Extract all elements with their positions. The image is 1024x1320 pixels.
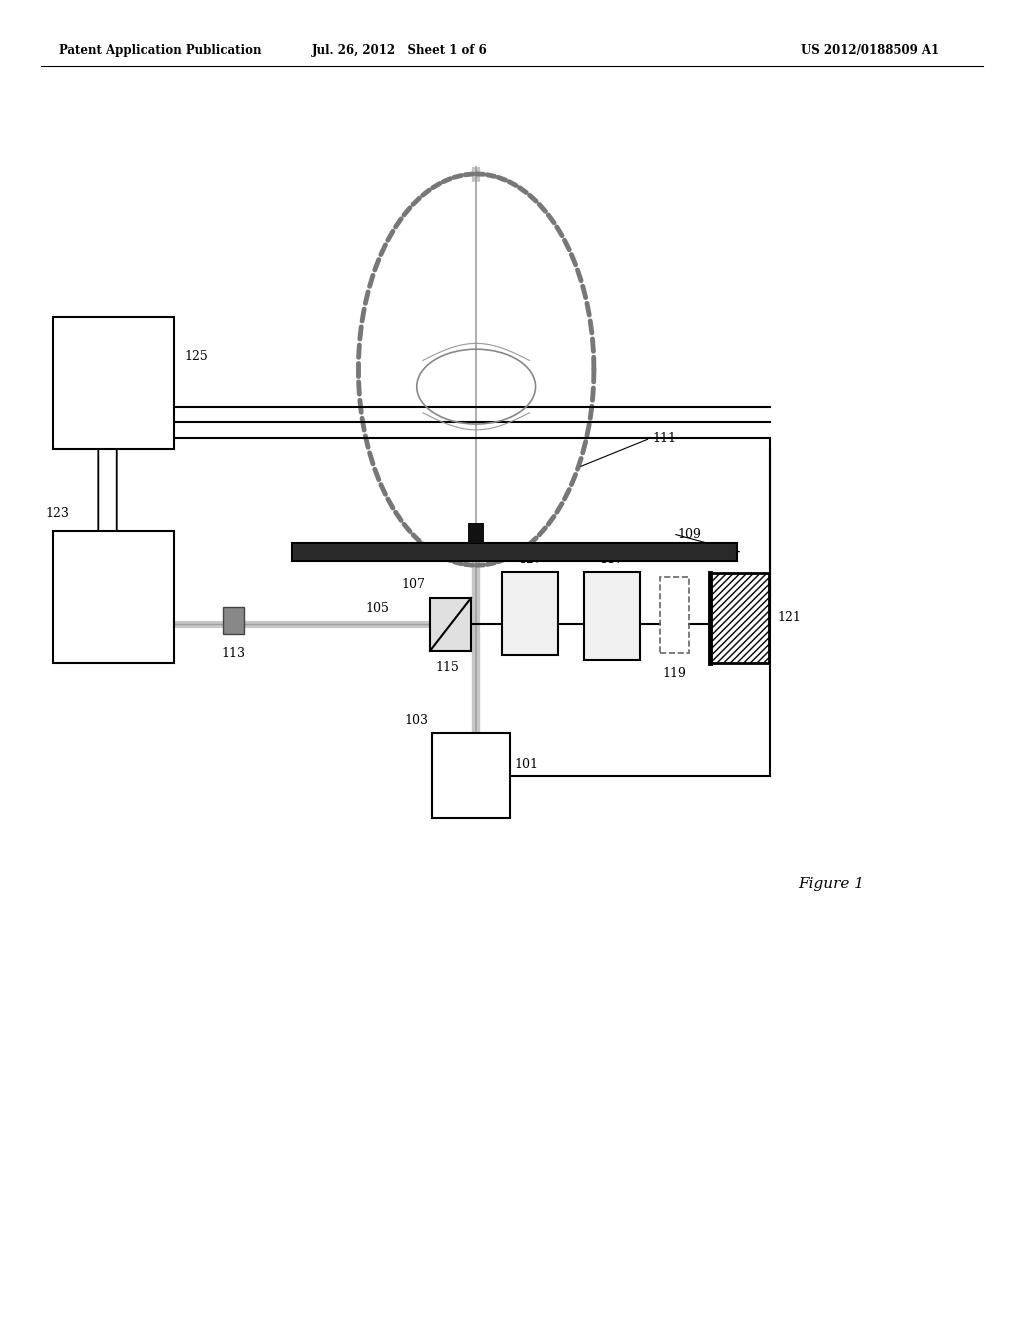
Text: 123: 123 — [45, 507, 69, 520]
Text: 107: 107 — [401, 578, 425, 591]
Bar — [710, 573, 769, 663]
Text: 115: 115 — [435, 661, 459, 675]
Text: 117: 117 — [600, 553, 624, 566]
Text: PROCESSING: PROCESSING — [79, 572, 148, 582]
Bar — [53, 317, 174, 449]
Text: 125: 125 — [184, 350, 208, 363]
Ellipse shape — [364, 182, 589, 557]
Text: 127: 127 — [518, 553, 542, 566]
Text: 111: 111 — [652, 432, 676, 445]
Text: 121: 121 — [777, 611, 801, 624]
Bar — [502, 572, 558, 655]
Bar — [584, 572, 640, 660]
Text: Jul. 26, 2012   Sheet 1 of 6: Jul. 26, 2012 Sheet 1 of 6 — [311, 44, 487, 57]
Text: MODULE: MODULE — [90, 611, 137, 622]
Bar — [430, 598, 471, 651]
Text: 103: 103 — [404, 714, 428, 727]
Text: Figure 1: Figure 1 — [799, 878, 864, 891]
Bar — [292, 543, 737, 561]
Text: Patent Application Publication: Patent Application Publication — [59, 44, 262, 57]
Bar — [468, 523, 484, 543]
Text: 105: 105 — [366, 602, 389, 615]
Text: US 2012/0188509 A1: US 2012/0188509 A1 — [802, 44, 939, 57]
Bar — [223, 607, 244, 634]
Text: 119: 119 — [663, 667, 687, 680]
Text: 109: 109 — [678, 528, 701, 541]
Text: CONTROL: CONTROL — [87, 358, 140, 368]
Text: 101: 101 — [514, 759, 538, 771]
Text: 113: 113 — [221, 647, 246, 660]
Text: MODULE: MODULE — [90, 397, 137, 408]
Bar — [53, 531, 174, 663]
Bar — [432, 733, 510, 818]
Bar — [660, 577, 689, 653]
